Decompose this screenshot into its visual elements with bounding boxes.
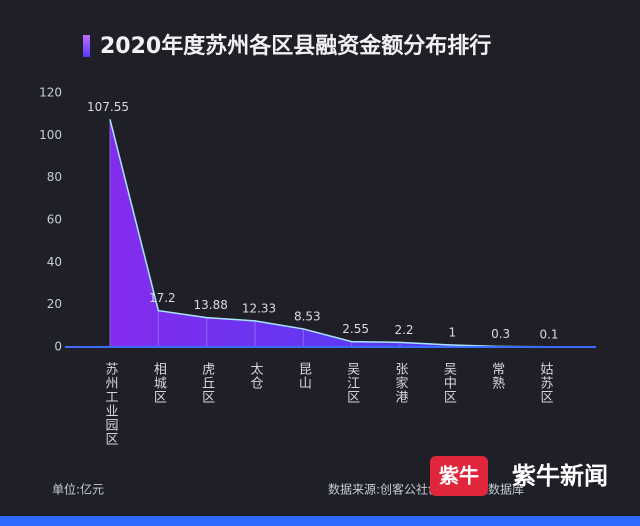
y-tick-label: 120 [39,86,62,100]
x-tick-label: 苏州工业园区 [103,361,119,446]
value-label: 13.88 [193,298,227,312]
value-label: 1 [449,325,457,339]
value-label: 0.3 [491,327,510,341]
unit-note: 单位:亿元 [52,482,104,497]
x-tick-label: 虎丘区 [199,362,215,404]
y-tick-label: 100 [39,128,62,142]
x-tick-label: 昆山 [296,362,311,390]
y-tick-label: 20 [47,297,62,311]
value-label: 2.55 [342,322,369,336]
value-label: 2.2 [394,323,413,337]
y-tick-label: 0 [54,340,62,354]
chart-title: 2020年度苏州各区县融资金额分布排行 [100,33,491,59]
logo-badge-bg [430,456,488,496]
x-tick-label: 姑苏区 [538,362,554,404]
x-tick-label: 吴中区 [441,362,457,404]
x-tick-label: 相城区 [151,362,167,404]
value-label: 17.2 [149,291,176,305]
x-tick-label: 吴江区 [344,362,360,404]
title-icon [83,35,90,57]
x-tick-label: 常熟 [489,362,505,390]
logo-text: 紫牛新闻 [512,462,608,490]
bottom-bar [0,516,640,526]
y-tick-label: 60 [47,213,62,227]
value-label: 107.55 [87,100,129,114]
x-tick-label: 太仓 [248,362,264,390]
value-label: 8.53 [294,309,321,323]
source-note: 数据来源:创客公社创客库企业数据库 [328,482,524,497]
logo-badge: 紫牛 [439,464,479,488]
value-label: 0.1 [539,327,558,341]
y-tick-label: 40 [47,255,62,269]
y-tick-label: 80 [47,170,62,184]
value-label: 12.33 [242,301,276,315]
x-tick-label: 张家港 [393,362,409,404]
area [110,119,545,347]
line [109,119,546,348]
